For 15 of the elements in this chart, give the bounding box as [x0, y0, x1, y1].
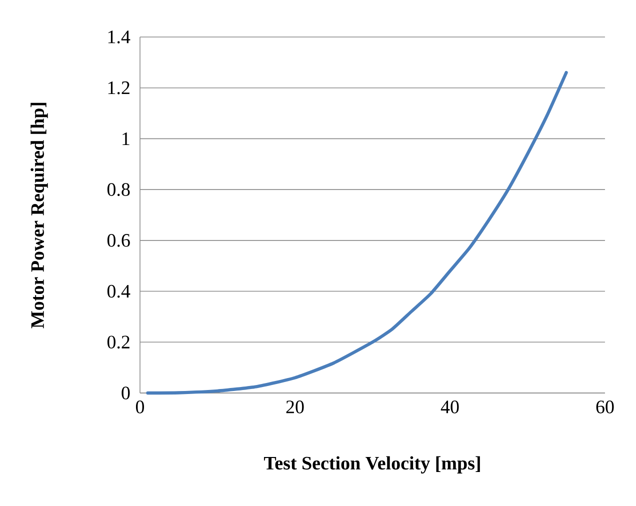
x-axis-title: Test Section Velocity [mps]: [264, 456, 480, 474]
x-tick-label: 60: [596, 400, 614, 414]
y-tick-label: 0.2: [107, 336, 130, 349]
y-tick-label: 0.8: [107, 183, 130, 196]
x-tick-label: 40: [440, 400, 459, 414]
y-tick-label: 0: [122, 386, 130, 400]
x-tick-label: 0: [136, 400, 144, 414]
x-tick-label: 20: [286, 400, 304, 414]
y-tick-label: 0.4: [107, 284, 130, 298]
line-series: [146, 70, 568, 395]
y-axis-title: Motor Power Required [hp]: [30, 102, 48, 328]
y-tick-label: 0.6: [107, 234, 130, 247]
y-tick-label: 1: [122, 132, 130, 145]
y-tick-label: 1.2: [108, 81, 130, 94]
y-tick-label: 1.4: [108, 30, 130, 44]
